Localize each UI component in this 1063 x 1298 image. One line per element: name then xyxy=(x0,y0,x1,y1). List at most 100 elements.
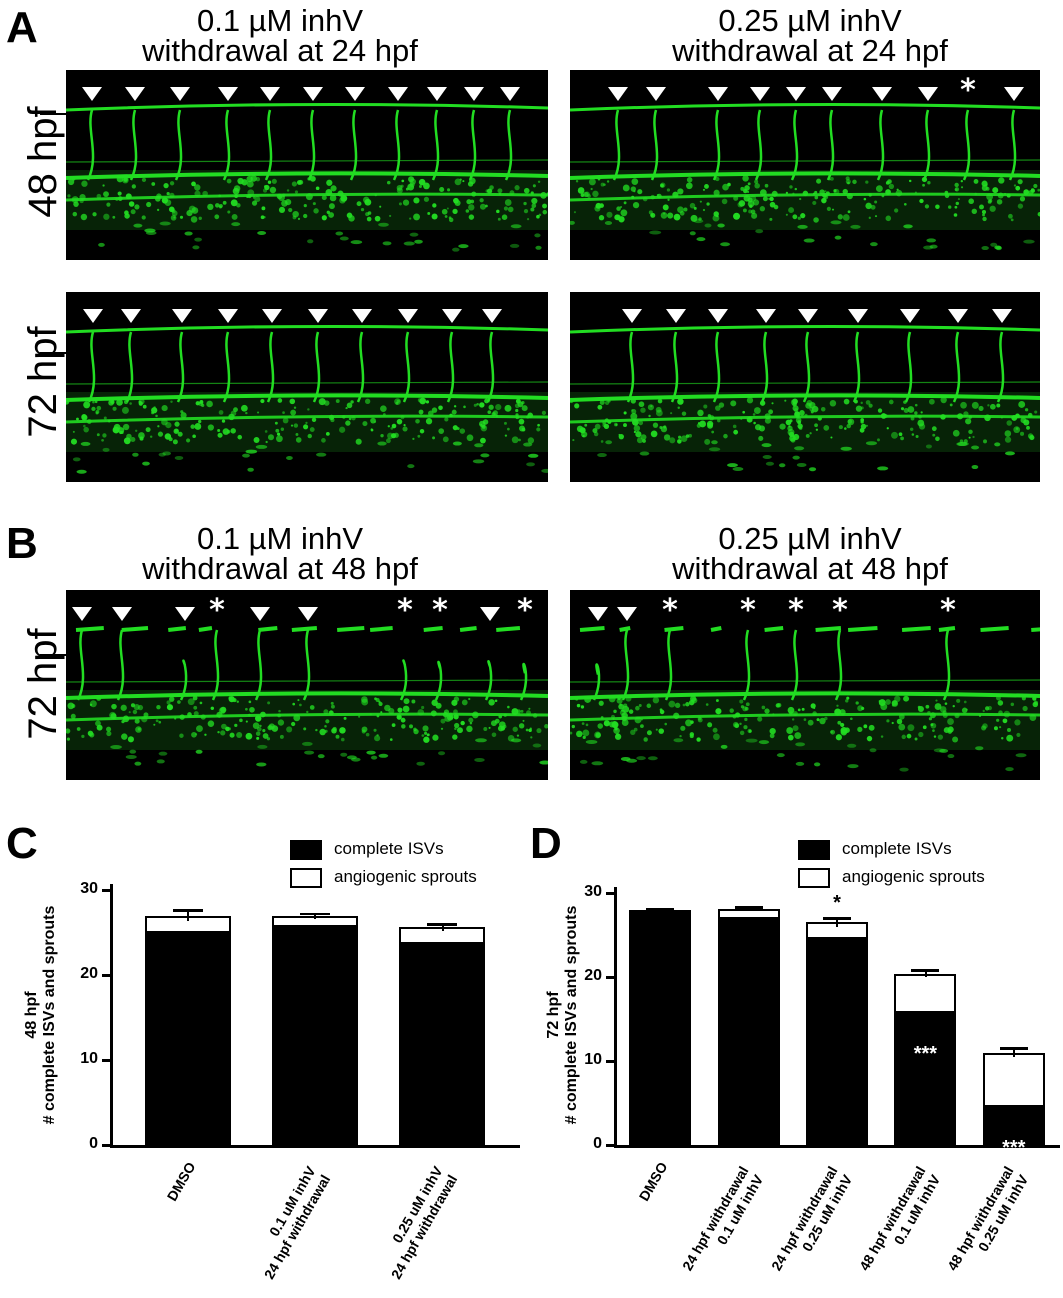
bar-segment xyxy=(629,909,692,914)
panel-b-col2-title-line2: withdrawal at 48 hpf xyxy=(672,551,948,586)
chart-d: 0 10 20 30 complete ISVs angiogenic sprouts DM… xyxy=(540,820,1063,1298)
category-label-line: DMSO xyxy=(163,1159,199,1204)
error-bar-cap xyxy=(646,907,675,911)
x-axis-line xyxy=(614,1145,1060,1148)
legend-swatch xyxy=(798,840,830,860)
bar-segment xyxy=(806,939,868,1145)
category-label: DMSO xyxy=(163,1159,199,1204)
error-bar-cap xyxy=(172,909,203,912)
category-label-line: DMSO xyxy=(635,1159,671,1204)
svg-text:*: * xyxy=(788,593,804,628)
y-tick-label: 0 xyxy=(593,1135,602,1152)
svg-text:*: * xyxy=(432,593,448,628)
category-label: 0.1 uM inhV 24 hpf withdrawal xyxy=(246,1164,334,1283)
panel-b-row-tick xyxy=(40,654,66,656)
panel-a-col2-title-line1: 0.25 µM inhV xyxy=(718,3,902,38)
panel-letter-c: C xyxy=(6,819,38,868)
error-bar xyxy=(441,939,444,950)
bar-segment xyxy=(717,919,780,1145)
error-bar-cap xyxy=(911,969,940,972)
svg-text:*: * xyxy=(940,593,956,628)
chart-c: 0 10 20 30 complete ISVs angiogenic sprouts DM… xyxy=(0,820,540,1298)
bar-segment xyxy=(272,927,358,1145)
y-tick-label: 20 xyxy=(80,965,98,982)
error-bar xyxy=(1013,1104,1015,1110)
significance-annotation: * xyxy=(833,892,841,915)
y-tick-label: 30 xyxy=(584,883,602,900)
micrograph-b-72hpf-0-1um: * * * * xyxy=(66,590,548,780)
y-tick-mark xyxy=(102,889,110,892)
panel-letter-b: B xyxy=(6,519,38,568)
category-label: DMSO xyxy=(636,1159,672,1204)
bar-segment xyxy=(982,1052,1045,1108)
category-label: 24 hpf withdrawal 0.25 uM inhV xyxy=(768,1164,856,1283)
error-bar xyxy=(747,916,750,922)
bar-segment xyxy=(399,944,486,1145)
error-bar xyxy=(314,913,317,919)
y-tick-mark xyxy=(102,1144,110,1147)
error-bar xyxy=(836,933,839,946)
bar-segment xyxy=(982,1107,1045,1145)
error-bar xyxy=(924,1008,927,1018)
svg-text:*: * xyxy=(740,593,756,628)
error-bar xyxy=(441,924,444,931)
micrograph-a-48hpf-0-1um xyxy=(66,70,548,260)
error-bar-cap xyxy=(300,912,330,916)
panel-b-col1-title-line2: withdrawal at 48 hpf xyxy=(142,551,418,586)
panel-a-row1-tick xyxy=(40,113,66,115)
x-axis-line xyxy=(110,1145,520,1148)
legend-label: angiogenic sprouts xyxy=(842,867,985,886)
svg-text:*: * xyxy=(517,593,533,628)
legend-swatch xyxy=(798,868,830,888)
legend-label: complete ISVs xyxy=(334,839,444,858)
category-label: 24 hpf withdrawal 0.1 uM inhV xyxy=(679,1164,767,1283)
y-tick-label: 30 xyxy=(80,880,98,897)
bar-segment xyxy=(894,973,957,1014)
error-bar-cap xyxy=(734,906,763,909)
micrograph-b-72hpf-0-25um: * * * * * xyxy=(570,590,1040,780)
category-label: 0.25 uM inhV 24 hpf withdrawal xyxy=(373,1164,461,1283)
svg-text:*: * xyxy=(397,593,413,628)
panel-letter-d: D xyxy=(530,819,562,868)
error-bar xyxy=(186,910,189,921)
significance-annotation: *** xyxy=(913,1043,938,1066)
panel-a-row2-label: 72 hpf xyxy=(21,326,65,438)
panel-a-col2-title: 0.25 µM inhV withdrawal at 24 hpf xyxy=(575,3,1045,68)
legend-swatch xyxy=(290,840,322,860)
y-tick-mark xyxy=(102,1059,110,1062)
y-tick-mark xyxy=(606,1144,614,1147)
panel-a-row2-tick xyxy=(40,352,66,354)
y-tick-mark xyxy=(606,976,614,979)
error-bar-cap xyxy=(999,1047,1028,1050)
significance-annotation: *** xyxy=(1002,1137,1026,1160)
error-bar xyxy=(924,970,927,977)
category-label: 48 hpf withdrawal 0.1 uM inhV xyxy=(856,1164,944,1283)
error-bar-cap xyxy=(823,917,851,920)
panel-a-col2-title-line2: withdrawal at 24 hpf xyxy=(672,33,948,68)
y-tick-mark xyxy=(102,974,110,977)
panel-a-col1-title-line2: withdrawal at 24 hpf xyxy=(142,33,418,68)
y-axis-line xyxy=(110,884,113,1145)
legend-label: angiogenic sprouts xyxy=(334,867,477,886)
y-tick-mark xyxy=(606,1060,614,1063)
bar-segment xyxy=(629,911,692,1145)
panel-b-row-label: 72 hpf xyxy=(21,628,65,740)
panel-a-col1-title-line1: 0.1 µM inhV xyxy=(196,3,364,38)
error-bar xyxy=(314,924,317,931)
micrograph-a-48hpf-0-25um: * xyxy=(570,70,1040,260)
error-bar-cap xyxy=(427,923,458,926)
svg-text:*: * xyxy=(960,73,976,108)
bar-segment xyxy=(894,1013,957,1145)
micrograph-a-72hpf-0-1um xyxy=(66,292,548,482)
svg-text:*: * xyxy=(662,593,678,628)
panel-b-col1-title: 0.1 µM inhV withdrawal at 48 hpf xyxy=(60,521,500,586)
y-tick-label: 10 xyxy=(584,1051,602,1068)
legend-label: complete ISVs xyxy=(842,839,952,858)
error-bar xyxy=(1013,1048,1015,1057)
bar-segment xyxy=(144,932,231,1145)
micrograph-a-72hpf-0-25um xyxy=(570,292,1040,482)
error-bar xyxy=(836,918,839,927)
panel-a-row1-label: 48 hpf xyxy=(21,106,65,218)
panel-b-col1-title-line1: 0.1 µM inhV xyxy=(196,521,364,556)
panel-letter-a: A xyxy=(6,3,38,52)
